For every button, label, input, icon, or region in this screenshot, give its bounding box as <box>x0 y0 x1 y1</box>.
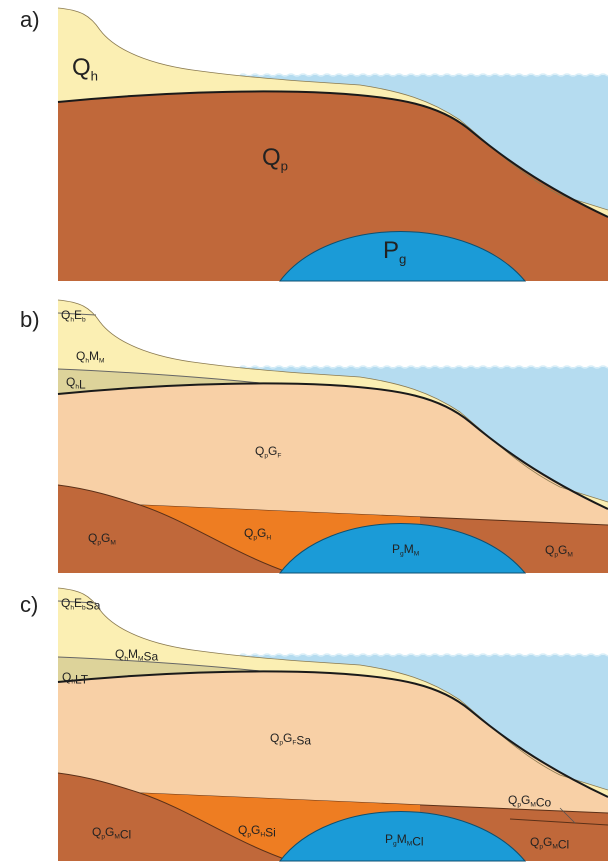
unit-subscript: H <box>266 535 271 542</box>
unit-symbol: Q <box>244 526 253 540</box>
unit-symbol: M <box>128 647 138 661</box>
unit-symbol: Co <box>536 796 552 810</box>
unit-symbol: Q <box>62 670 71 684</box>
unit-symbol: Cl <box>558 838 569 852</box>
unit-symbol: Q <box>115 647 124 661</box>
panel-letter: a) <box>20 7 40 32</box>
panel <box>58 588 608 861</box>
unit-symbol: Q <box>238 823 247 837</box>
unit-symbol: P <box>392 542 400 556</box>
unit-subscript: p <box>281 158 288 173</box>
panel-letter: c) <box>20 592 38 617</box>
unit-subscript: b <box>82 317 86 324</box>
unit-symbol: E <box>74 308 82 322</box>
figure: a)QhQpPgb)QhEbQhMMQhLQpGFQpGMQpGHPgMMQpG… <box>0 0 608 863</box>
unit-symbol: Q <box>76 349 85 363</box>
unit-symbol: Cl <box>412 835 423 849</box>
unit-symbol: L <box>79 378 86 392</box>
unit-symbol: Q <box>545 543 554 557</box>
unit-subscript: g <box>399 251 406 266</box>
unit-symbol: Q <box>92 825 101 839</box>
unit-subscript: M <box>414 551 420 558</box>
unit-symbol: Cl <box>120 828 131 842</box>
unit-symbol: LT <box>75 673 89 687</box>
unit-symbol: Sa <box>296 734 311 748</box>
unit-symbol: E <box>74 596 82 610</box>
unit-subscript: F <box>277 453 281 460</box>
unit-symbol: Q <box>66 375 75 389</box>
unit-symbol: G <box>543 835 552 849</box>
unit-symbol: M <box>89 349 99 363</box>
unit-subscript: M <box>99 358 105 365</box>
unit-symbol: M <box>397 832 407 846</box>
panel-letter: b) <box>20 307 40 332</box>
unit-symbol: P <box>383 237 399 264</box>
unit-symbol: Q <box>270 731 279 745</box>
unit-symbol: G <box>283 731 292 745</box>
unit-symbol: G <box>105 825 114 839</box>
unit-symbol: Si <box>265 826 276 840</box>
unit-symbol: Q <box>530 835 539 849</box>
unit-symbol: Sa <box>144 650 159 664</box>
panel <box>58 8 608 281</box>
unit-subscript: h <box>91 68 98 83</box>
unit-symbol: G <box>268 444 277 458</box>
unit-subscript: M <box>567 552 573 559</box>
unit-symbol: Q <box>61 596 70 610</box>
unit-subscript: M <box>110 540 116 547</box>
unit-symbol: G <box>521 793 530 807</box>
unit-symbol: G <box>251 823 260 837</box>
unit-symbol: Q <box>508 793 517 807</box>
unit-symbol: Sa <box>86 599 101 613</box>
unit-symbol: G <box>101 531 110 545</box>
unit-symbol: Q <box>61 308 70 322</box>
unit-symbol: Q <box>88 531 97 545</box>
unit-symbol: Q <box>255 444 264 458</box>
unit-symbol: G <box>558 543 567 557</box>
panel <box>58 300 608 573</box>
unit-symbol: M <box>404 542 414 556</box>
unit-symbol: Q <box>262 144 281 171</box>
unit-symbol: Q <box>72 54 91 81</box>
unit-symbol: P <box>385 832 393 846</box>
unit-symbol: G <box>257 526 266 540</box>
